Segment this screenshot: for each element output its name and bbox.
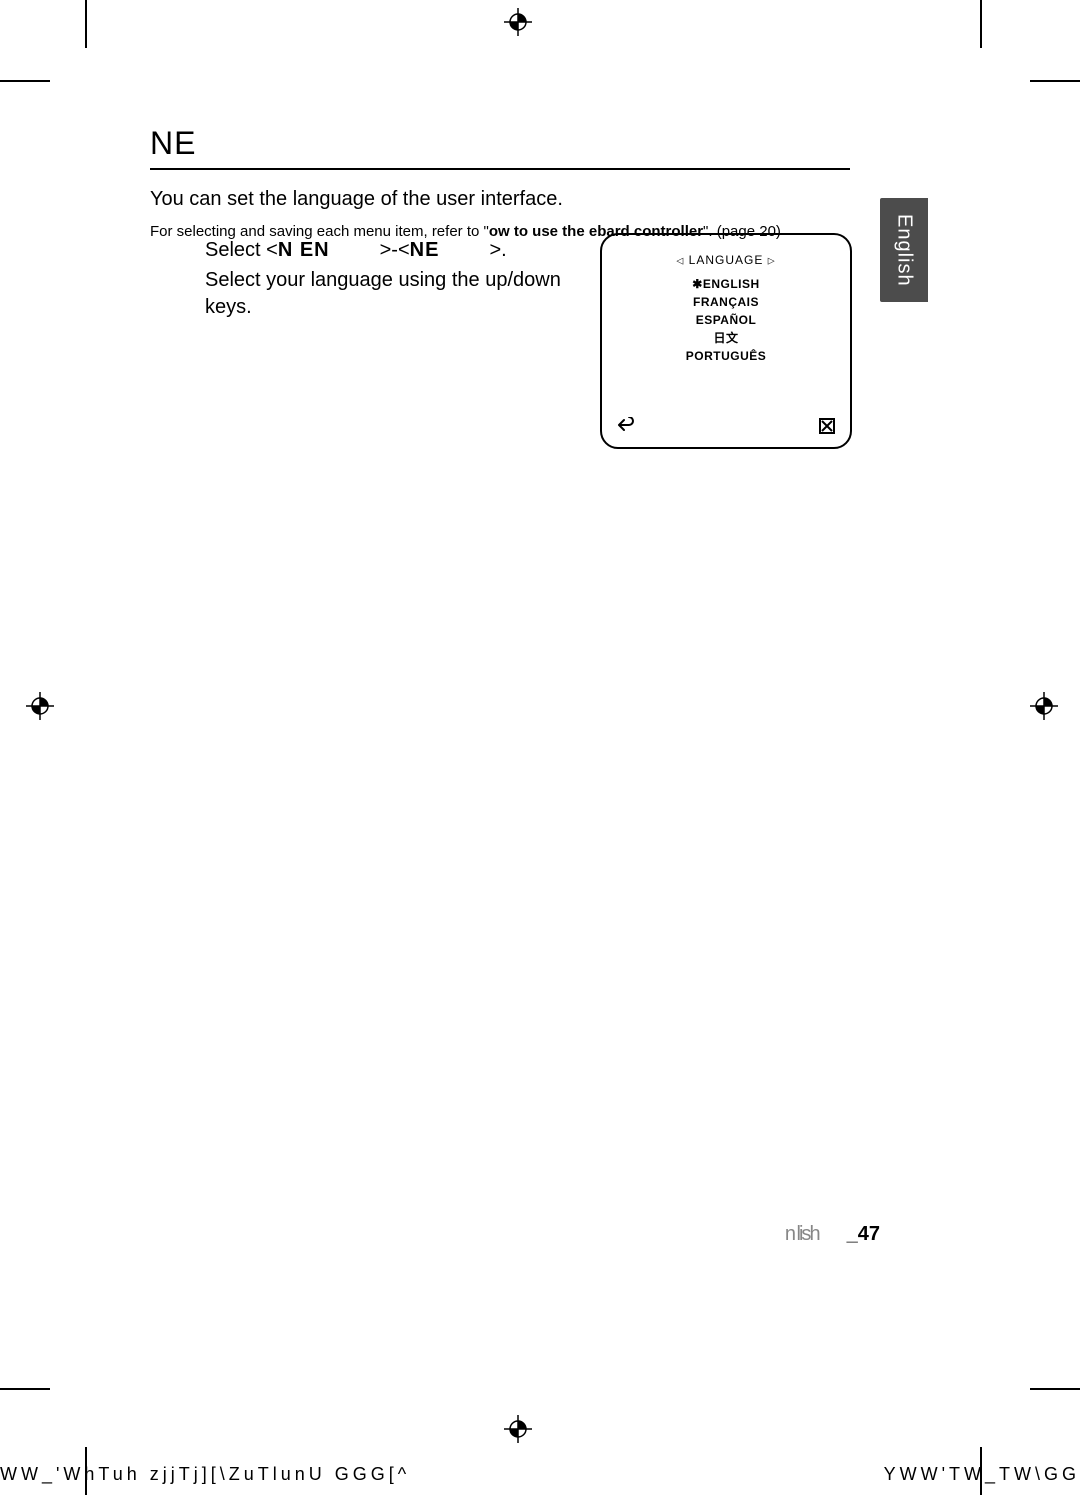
nav-right-icon: ▷ bbox=[768, 255, 776, 265]
crop-mark bbox=[0, 1388, 50, 1390]
print-footer-right: YWW'TW_TW\GG bbox=[884, 1464, 1080, 1485]
screen-footer-icons bbox=[616, 417, 836, 435]
step-1: Select <N EN >-<NE >. bbox=[205, 237, 575, 264]
step1-prefix: Select < bbox=[205, 239, 278, 261]
back-icon bbox=[616, 417, 634, 435]
side-tab-label: English bbox=[893, 214, 916, 287]
registration-mark-icon bbox=[26, 692, 54, 720]
step1-label2: NE bbox=[410, 239, 440, 261]
print-footer-left: WW_'WhTuh zjjTj][\ZuTlunU GGG[^ bbox=[0, 1464, 410, 1485]
language-side-tab: English bbox=[880, 198, 928, 302]
close-icon bbox=[818, 417, 836, 435]
registration-mark-icon bbox=[504, 8, 532, 36]
page-footer: nlish _47 bbox=[785, 1223, 880, 1246]
registration-mark-icon bbox=[504, 1415, 532, 1443]
lang-option: 日文 bbox=[602, 329, 850, 347]
step1-label1: N EN bbox=[278, 239, 330, 261]
section-heading: NE bbox=[150, 125, 850, 170]
intro-text: You can set the language of the user int… bbox=[150, 188, 850, 211]
lang-option: ESPAÑOL bbox=[602, 311, 850, 329]
screen-title: LANGUAGE bbox=[689, 253, 764, 267]
content-area: NE You can set the language of the user … bbox=[150, 125, 850, 256]
lang-option: FRANÇAIS bbox=[602, 293, 850, 311]
step1-suffix: >. bbox=[489, 239, 506, 261]
crop-mark bbox=[0, 80, 50, 82]
lang-option: ✱ENGLISH bbox=[602, 275, 850, 293]
crop-mark bbox=[980, 0, 982, 48]
crop-mark bbox=[85, 0, 87, 48]
language-list: ✱ENGLISH FRANÇAIS ESPAÑOL 日文 PORTUGUÊS bbox=[602, 275, 850, 365]
page-number: _47 bbox=[847, 1223, 880, 1245]
crop-mark bbox=[1030, 80, 1080, 82]
crop-mark bbox=[1030, 1388, 1080, 1390]
device-screen-mockup: ◁ LANGUAGE ▷ ✱ENGLISH FRANÇAIS ESPAÑOL 日… bbox=[600, 233, 852, 449]
step-2: Select your language using the up/down k… bbox=[205, 267, 575, 321]
footer-text: nlish bbox=[785, 1223, 821, 1245]
registration-mark-icon bbox=[1030, 692, 1058, 720]
lang-option: PORTUGUÊS bbox=[602, 347, 850, 365]
step1-mid: >-< bbox=[380, 239, 410, 261]
screen-header: ◁ LANGUAGE ▷ bbox=[602, 253, 850, 267]
nav-left-icon: ◁ bbox=[676, 255, 684, 265]
